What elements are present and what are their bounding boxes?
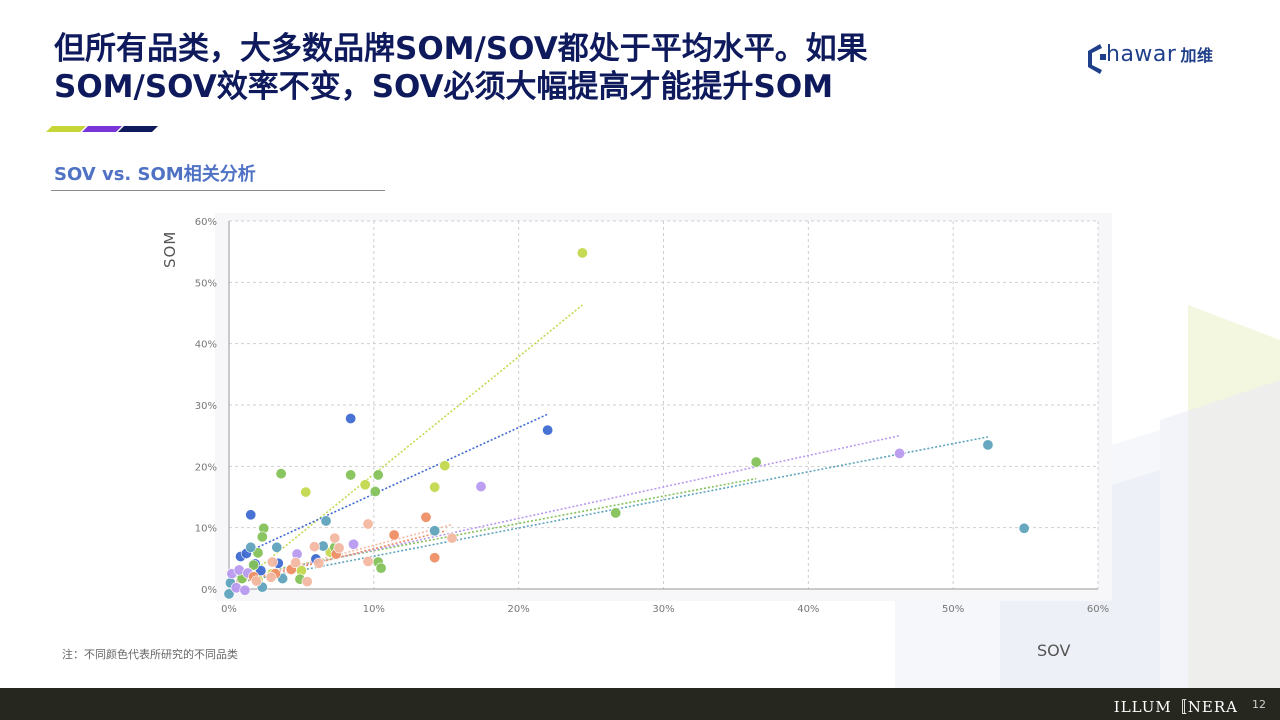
data-point bbox=[439, 460, 451, 472]
data-point bbox=[1018, 522, 1030, 534]
data-point bbox=[266, 556, 278, 568]
data-point bbox=[300, 486, 312, 498]
grid-lines bbox=[228, 220, 1099, 590]
page-number: 12 bbox=[1252, 698, 1266, 711]
data-point bbox=[245, 509, 257, 521]
data-point bbox=[359, 479, 371, 491]
data-point bbox=[239, 584, 251, 596]
data-point bbox=[446, 532, 458, 544]
accent-bar-purple bbox=[82, 126, 122, 132]
y-tick-label: 40% bbox=[195, 340, 217, 351]
data-point bbox=[388, 529, 400, 541]
data-point bbox=[223, 588, 235, 600]
data-point bbox=[245, 541, 257, 553]
data-point bbox=[429, 525, 441, 537]
data-point bbox=[750, 456, 762, 468]
x-tick-label: 20% bbox=[508, 604, 530, 615]
y-tick-label: 0% bbox=[201, 585, 217, 596]
data-point bbox=[313, 557, 325, 569]
data-point bbox=[542, 424, 554, 436]
footer-bar: ILLUM〚NERA 12 bbox=[0, 688, 1280, 720]
data-point bbox=[308, 541, 320, 553]
data-point bbox=[256, 531, 268, 543]
subtitle-underline bbox=[51, 190, 385, 191]
data-point bbox=[375, 562, 387, 574]
x-tick-label: 40% bbox=[797, 604, 819, 615]
logo-latin: hawar bbox=[1106, 42, 1177, 67]
data-point bbox=[420, 511, 432, 523]
data-point bbox=[429, 481, 441, 493]
data-points bbox=[223, 247, 1030, 600]
data-point bbox=[248, 559, 260, 571]
data-point bbox=[301, 576, 313, 588]
logo-chinese: 加维 bbox=[1180, 46, 1214, 65]
data-point bbox=[275, 468, 287, 480]
data-point bbox=[576, 247, 588, 259]
x-axis-label: SOV bbox=[1037, 641, 1071, 660]
data-point bbox=[369, 485, 381, 497]
x-tick-label: 60% bbox=[1087, 604, 1109, 615]
data-point bbox=[251, 575, 263, 587]
trend-line bbox=[235, 413, 548, 558]
data-point bbox=[271, 541, 283, 553]
data-point bbox=[982, 439, 994, 451]
x-tick-label: 0% bbox=[221, 604, 237, 615]
y-tick-label: 20% bbox=[195, 462, 217, 473]
data-point bbox=[345, 412, 357, 424]
y-tick-label: 60% bbox=[195, 217, 217, 228]
y-tick-label: 30% bbox=[195, 401, 217, 412]
data-point bbox=[475, 481, 487, 493]
x-tick-label: 10% bbox=[363, 604, 385, 615]
data-point bbox=[333, 542, 345, 554]
footer-brand: ILLUM〚NERA bbox=[1113, 698, 1238, 716]
title-line-1: 但所有品类，大多数品牌SOM/SOV都处于平均水平。如果 bbox=[54, 31, 868, 67]
title-line-2: SOM/SOV效率不变，SOV必须大幅提高才能提升SOM bbox=[54, 69, 834, 105]
company-logo-text: hawar 加维 bbox=[1106, 42, 1213, 67]
data-point bbox=[345, 469, 357, 481]
data-point bbox=[362, 518, 374, 530]
y-tick-label: 50% bbox=[195, 278, 217, 289]
y-axis-label: SOM bbox=[161, 230, 179, 268]
slide-title: 但所有品类，大多数品牌SOM/SOV都处于平均水平。如果 SOM/SOV效率不变… bbox=[54, 30, 1054, 106]
x-tick-label: 30% bbox=[652, 604, 674, 615]
data-point bbox=[429, 552, 441, 564]
data-point bbox=[362, 555, 374, 567]
y-tick-label: 10% bbox=[195, 524, 217, 535]
company-logo-icon bbox=[1088, 44, 1106, 74]
data-point bbox=[372, 469, 384, 481]
title-accent-bars bbox=[46, 126, 158, 132]
data-point bbox=[290, 557, 302, 569]
data-point bbox=[329, 532, 341, 544]
data-point bbox=[265, 571, 277, 583]
data-point bbox=[320, 515, 332, 527]
accent-bar-lime bbox=[46, 126, 86, 132]
footnote: 注：不同颜色代表所研究的不同品类 bbox=[62, 648, 238, 661]
axis-tick-labels: 0% 10% 20% 30% 40% 50% 60% 0% 10% 20% 30% 40% 50% 60% bbox=[195, 217, 1109, 615]
data-point bbox=[610, 507, 622, 519]
data-point bbox=[348, 538, 360, 550]
accent-bar-navy bbox=[118, 126, 158, 132]
x-tick-label: 50% bbox=[942, 604, 964, 615]
chart-subtitle: SOV vs. SOM相关分析 bbox=[54, 164, 256, 185]
data-point bbox=[894, 447, 906, 459]
